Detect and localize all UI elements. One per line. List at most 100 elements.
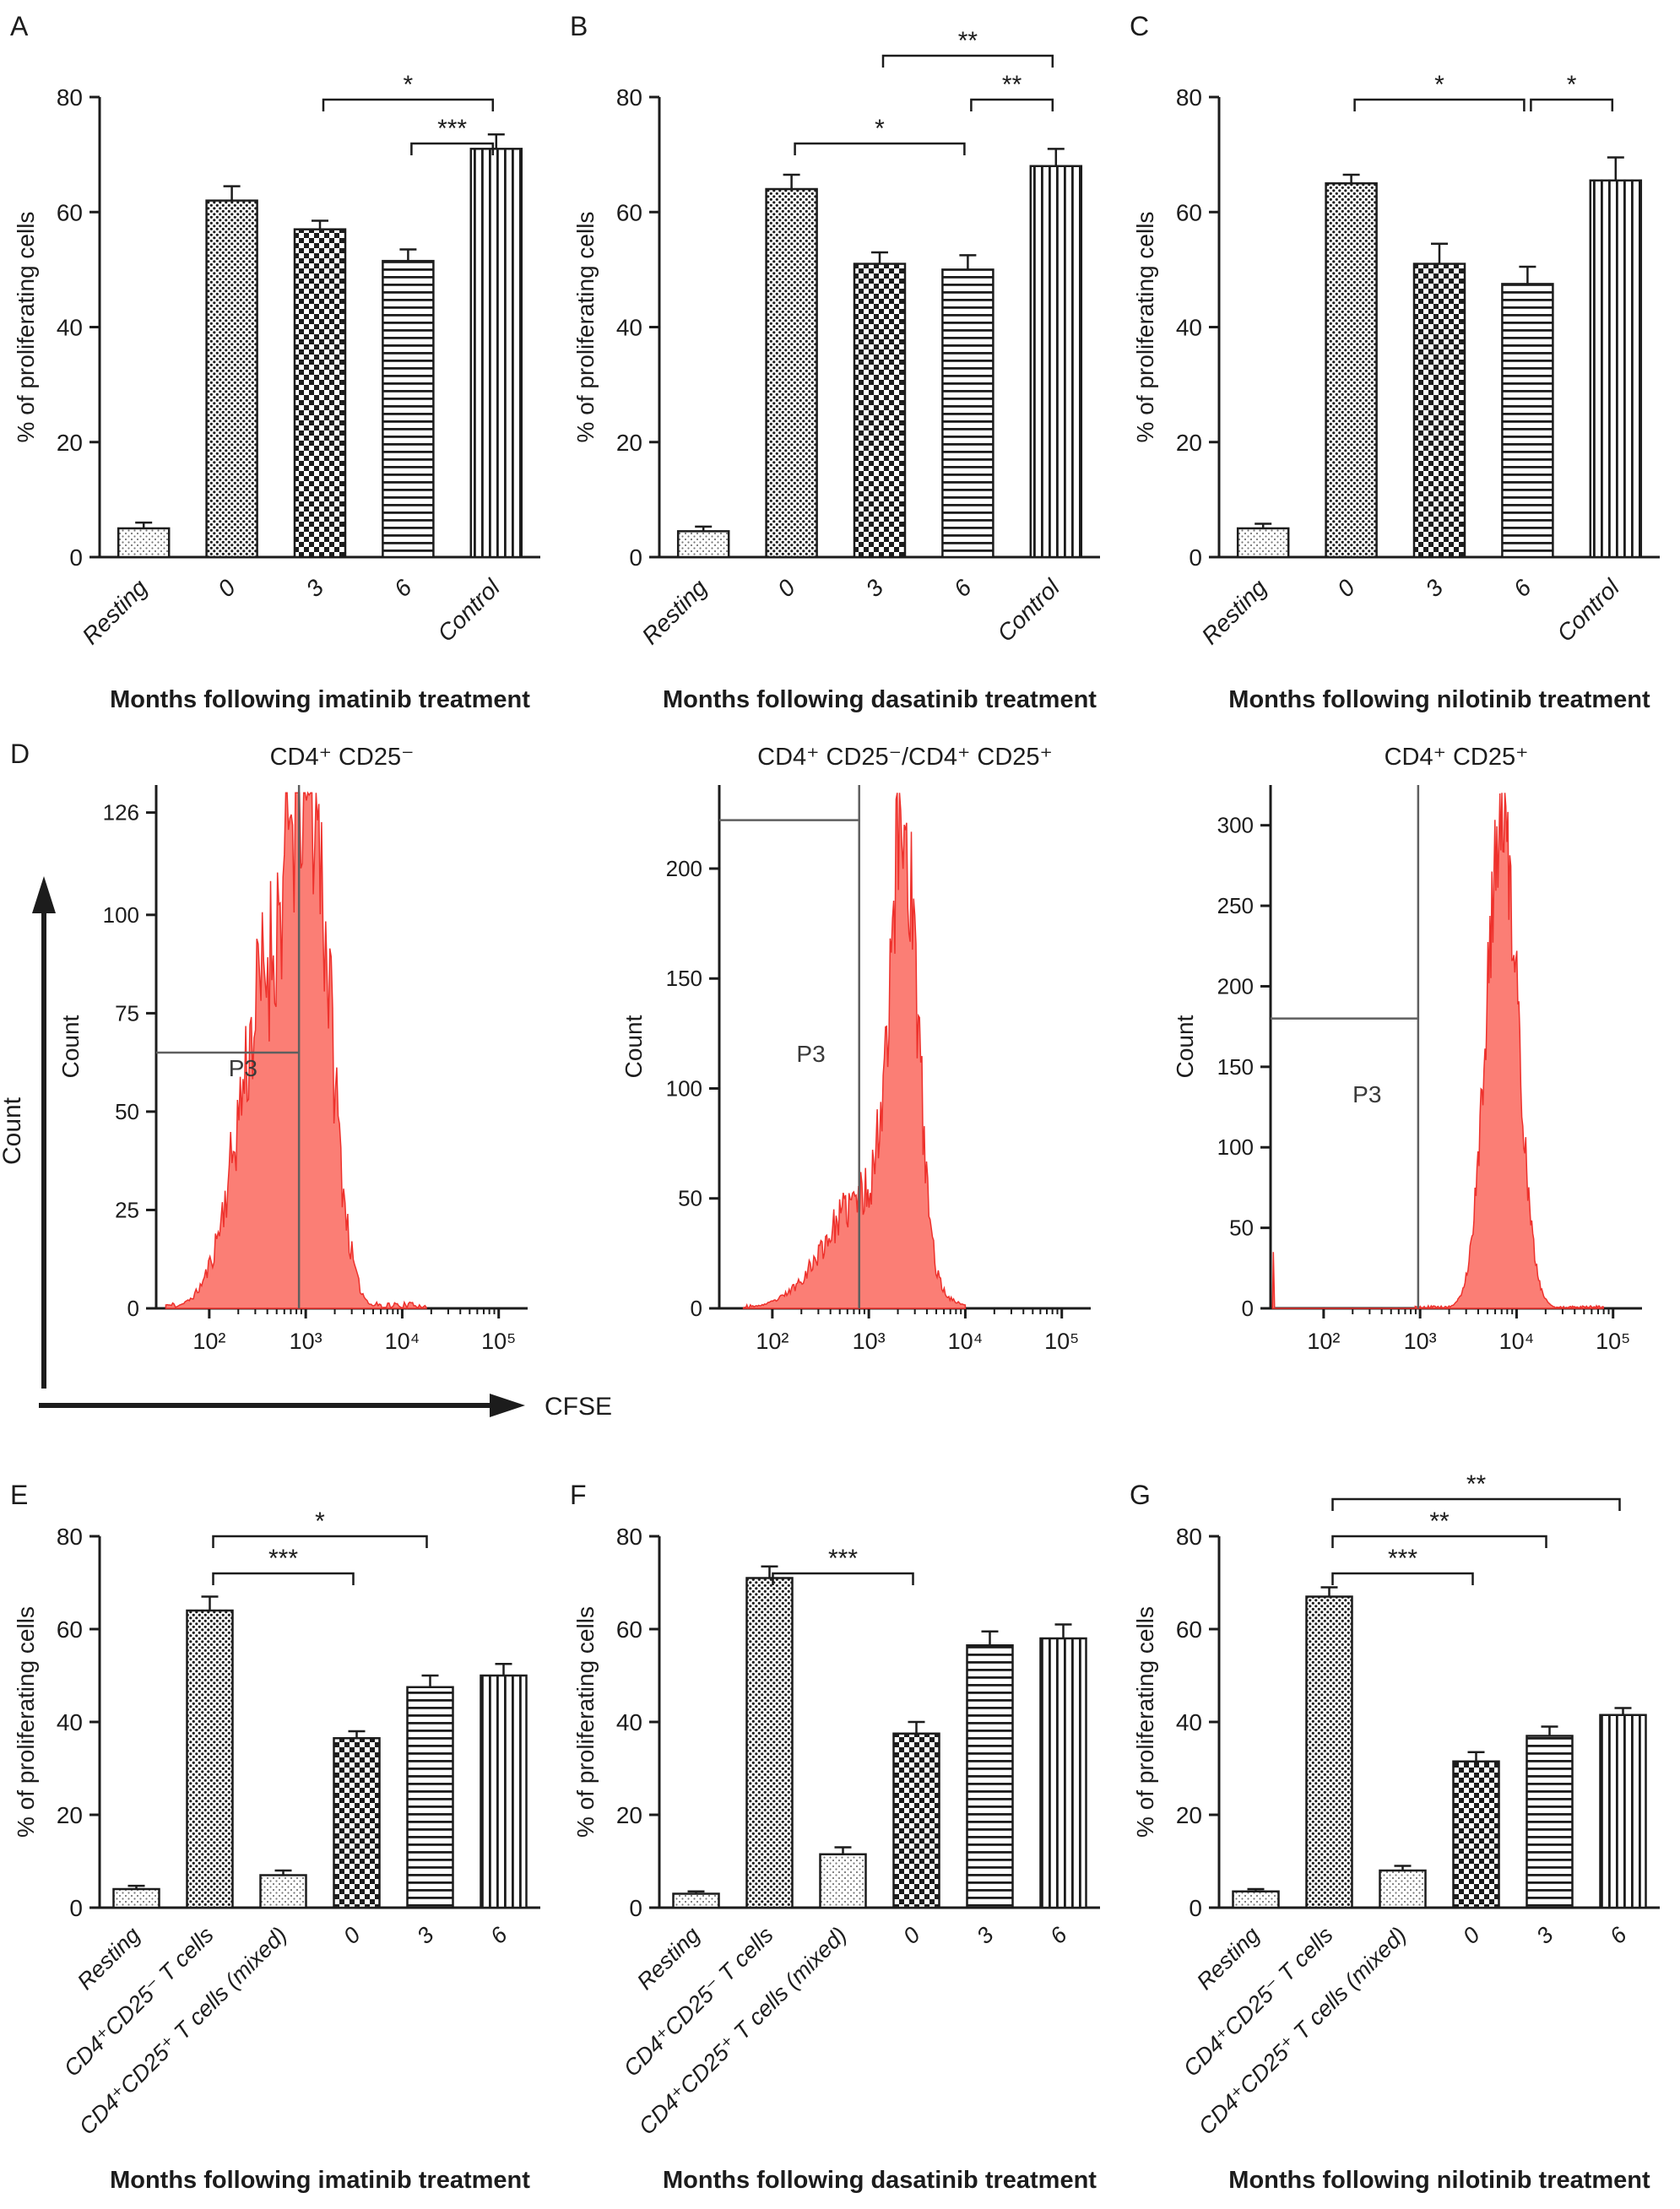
bar-Resting — [1232, 1890, 1280, 1909]
error-bar — [1541, 1725, 1558, 1736]
y-axis-label: Count — [1172, 1015, 1198, 1078]
x-tick-label: Control — [432, 574, 505, 647]
bar-0 — [892, 1732, 940, 1909]
y-tick-label: 75 — [115, 1000, 139, 1026]
y-tick-label: 60 — [1176, 199, 1202, 225]
significance-bracket: ** — [881, 27, 1054, 68]
histogram — [165, 791, 427, 1310]
bar-Resting — [117, 527, 171, 559]
y-tick-label: 50 — [1229, 1215, 1254, 1241]
x-tick-label: 10³ — [853, 1329, 886, 1354]
bar-CD4⁺CD25⁻ T cells — [1305, 1595, 1353, 1909]
x-tick-label: 6 — [949, 574, 977, 602]
significance-stars: * — [1567, 71, 1577, 99]
error-bar — [421, 1674, 439, 1687]
error-bar — [135, 521, 153, 528]
error-bar — [201, 1595, 219, 1611]
x-axis-ticks: 10² 10³ 10⁴ 10⁵ — [756, 1308, 1079, 1354]
cfse-arrow-label: CFSE — [545, 1393, 612, 1421]
error-bar — [959, 254, 977, 270]
x-tick-label: 10⁴ — [385, 1329, 420, 1354]
bar-3 — [1526, 1735, 1574, 1909]
y-axis-ticks: 0 20 40 60 80 — [616, 84, 659, 571]
y-tick-label: 80 — [616, 84, 642, 111]
y-axis-ticks: 0 20 40 60 80 — [57, 84, 100, 571]
bar-CD4⁺CD25⁺ T cells (mixed) — [259, 1874, 307, 1909]
x-tick-label: 10⁴ — [948, 1329, 984, 1354]
bar-chart-C: C% of proliferating cells020406080Restin… — [1130, 11, 1660, 713]
bars — [1232, 1586, 1647, 1909]
bar-6 — [1599, 1714, 1647, 1909]
x-tick-label: 6 — [1509, 574, 1536, 602]
bar-6 — [480, 1674, 528, 1909]
y-tick-label: 300 — [1217, 813, 1254, 838]
x-axis-title: Months following imatinib treatment — [110, 2167, 530, 2194]
error-bar — [1467, 1751, 1485, 1762]
y-tick-label: 80 — [57, 84, 83, 111]
x-tick-label: Resting — [632, 1922, 705, 1995]
significance-bracket: *** — [772, 1545, 914, 1585]
y-axis-label: % of proliferating cells — [572, 212, 599, 443]
gate-label: P3 — [1352, 1081, 1381, 1107]
x-tick-label: 10⁴ — [1499, 1329, 1535, 1354]
axes — [1217, 1536, 1660, 1909]
panel-letter: A — [10, 11, 29, 41]
error-bar — [871, 251, 888, 264]
y-tick-label: 40 — [616, 315, 642, 341]
bar-chart-B: B% of proliferating cells020406080Restin… — [570, 11, 1100, 713]
x-tick-label: Control — [992, 574, 1065, 647]
error-bar — [1519, 265, 1536, 284]
x-axis-title: Months following dasatinib treatment — [663, 686, 1097, 713]
y-tick-label: 100 — [103, 902, 139, 928]
flow-panel-title: CD4⁺ CD25⁺ — [1385, 744, 1529, 771]
significance-stars: *** — [268, 1545, 298, 1573]
x-tick-label: Resting — [637, 574, 712, 649]
bar-chart-A: A% of proliferating cells020406080Restin… — [10, 11, 540, 713]
bar-CD4⁺CD25⁻ T cells — [186, 1609, 234, 1909]
panel-letter: E — [10, 1480, 28, 1510]
panel-letter: F — [570, 1480, 587, 1510]
y-tick-label: 40 — [57, 315, 83, 341]
bar-CD4⁺CD25⁺ T cells (mixed) — [1379, 1869, 1427, 1909]
x-tick-label: 3 — [1531, 1922, 1558, 1949]
gate-label: P3 — [796, 1041, 825, 1067]
significance-stars: *** — [1388, 1545, 1417, 1573]
significance-stars: *** — [437, 115, 467, 143]
error-bar — [1054, 1623, 1072, 1638]
bar-chart-G: G% of proliferating cells020406080Restin… — [1130, 1470, 1660, 2194]
significance-stars: *** — [828, 1545, 858, 1573]
error-bar — [834, 1846, 852, 1854]
error-bar — [348, 1730, 366, 1739]
error-bar — [495, 1663, 512, 1676]
significance-bracket: ** — [1331, 1508, 1547, 1548]
histogram — [742, 793, 967, 1310]
x-tick-label: 3 — [860, 574, 888, 602]
error-bar — [1614, 1707, 1632, 1715]
y-tick-label: 0 — [127, 1296, 139, 1321]
y-tick-label: 100 — [1217, 1134, 1254, 1160]
bars — [676, 148, 1083, 559]
y-axis-ticks: 0 20 40 60 80 — [1176, 1524, 1219, 1921]
y-tick-label: 20 — [1176, 1802, 1202, 1828]
error-bar — [223, 185, 241, 201]
x-tick-label: 0 — [898, 1922, 925, 1949]
bar-CD4⁺CD25⁺ T cells (mixed) — [819, 1853, 867, 1909]
error-bar — [783, 173, 800, 189]
y-axis-label: % of proliferating cells — [572, 1606, 599, 1838]
axes — [98, 1536, 540, 1909]
bar-Control — [1589, 179, 1643, 559]
bars — [1236, 156, 1643, 559]
error-bar — [695, 525, 713, 532]
y-tick-label: 126 — [103, 800, 139, 826]
bar-0 — [765, 187, 818, 559]
x-tick-label: 10⁵ — [1596, 1329, 1630, 1354]
error-bar — [981, 1630, 999, 1646]
error-bar — [274, 1869, 292, 1876]
bars — [117, 133, 523, 559]
panel-letter: G — [1130, 1480, 1151, 1510]
x-tick-label: 10² — [756, 1329, 789, 1354]
y-tick-label: 80 — [57, 1524, 83, 1550]
histogram — [1271, 793, 1605, 1310]
y-tick-label: 40 — [616, 1709, 642, 1735]
